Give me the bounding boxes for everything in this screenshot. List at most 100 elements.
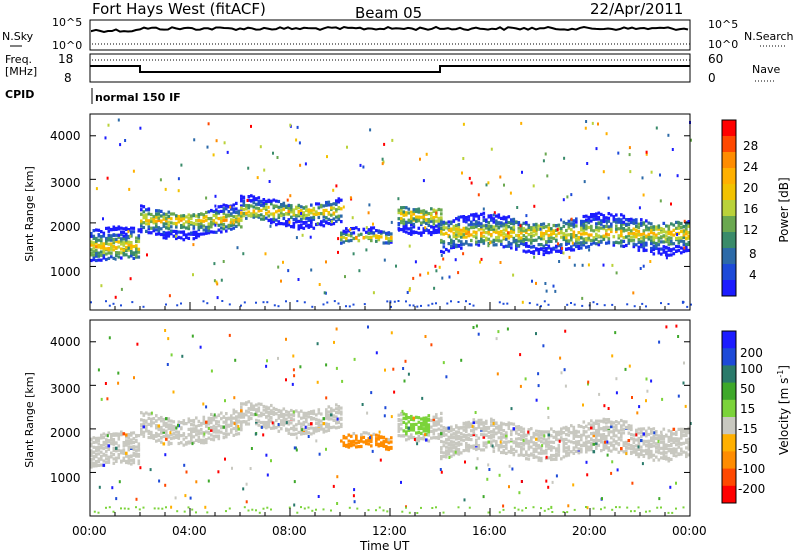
data-cell	[522, 453, 526, 457]
data-cell	[142, 216, 146, 220]
data-cell	[177, 430, 181, 434]
data-cell	[430, 232, 433, 237]
data-cell	[527, 447, 531, 451]
data-cell	[615, 224, 618, 228]
data-cell	[512, 427, 516, 431]
data-cell	[570, 228, 573, 232]
data-cell	[465, 427, 468, 432]
data-cell	[145, 222, 148, 226]
data-cell	[100, 230, 103, 234]
data-cell	[185, 233, 188, 237]
scatter-cell	[641, 176, 644, 180]
data-cell	[275, 218, 278, 222]
scatter-cell	[104, 382, 107, 385]
data-cell	[622, 239, 626, 243]
scatter-cell	[132, 169, 135, 173]
data-cell	[467, 443, 471, 447]
data-cell	[685, 438, 688, 442]
data-cell	[567, 239, 571, 243]
data-cell	[645, 448, 648, 452]
data-cell	[607, 237, 611, 241]
data-cell	[680, 433, 683, 437]
data-cell	[520, 448, 523, 452]
data-cell	[582, 237, 586, 241]
near-range-cell	[311, 509, 314, 512]
data-cell	[642, 244, 646, 248]
data-cell	[650, 228, 653, 232]
data-cell	[237, 419, 241, 423]
data-cell	[507, 424, 511, 428]
near-range-cell	[420, 304, 422, 307]
data-cell	[150, 434, 153, 438]
data-cell	[477, 418, 481, 422]
data-cell	[322, 218, 326, 222]
data-cell	[147, 231, 151, 235]
data-cell	[265, 216, 268, 220]
data-cell	[230, 414, 233, 418]
data-cell	[235, 428, 238, 433]
data-cell	[507, 450, 511, 454]
data-cell	[142, 422, 146, 426]
data-cell	[575, 220, 578, 224]
data-cell	[130, 250, 133, 254]
data-cell	[97, 233, 101, 237]
data-cell	[662, 447, 666, 451]
data-cell	[225, 225, 228, 229]
data-cell	[400, 219, 403, 223]
data-cell	[120, 233, 123, 237]
data-cell	[525, 242, 528, 246]
data-cell	[355, 445, 358, 449]
data-cell	[655, 227, 658, 231]
data-cell	[602, 234, 606, 238]
data-cell	[615, 220, 618, 224]
data-cell	[520, 451, 523, 456]
scatter-cell	[406, 291, 409, 294]
data-cell	[505, 440, 508, 444]
data-cell	[155, 414, 158, 418]
data-cell	[645, 224, 648, 228]
scatter-cell	[615, 271, 618, 275]
data-cell	[355, 434, 358, 438]
data-cell	[647, 452, 651, 456]
power-cbar-tick-4: 4	[749, 268, 757, 282]
data-cell	[102, 231, 106, 235]
data-cell	[445, 449, 448, 453]
data-cell	[327, 413, 331, 417]
scatter-cell	[642, 264, 645, 268]
data-cell	[90, 240, 93, 244]
scatter-cell	[641, 462, 644, 466]
data-cell	[667, 232, 671, 236]
data-cell	[125, 451, 128, 455]
scatter-cell	[516, 244, 519, 247]
scatter-cell	[658, 340, 661, 344]
near-range-cell	[112, 510, 115, 513]
data-cell	[482, 435, 486, 439]
data-cell	[460, 451, 463, 455]
data-cell	[325, 216, 328, 220]
data-cell	[595, 421, 598, 425]
data-cell	[602, 224, 606, 229]
data-cell	[587, 215, 591, 219]
data-cell	[607, 441, 611, 445]
data-cell	[200, 222, 203, 226]
data-cell	[172, 427, 176, 431]
time-tick-4: 04:00	[172, 524, 207, 538]
data-cell	[632, 447, 636, 451]
data-cell	[510, 448, 513, 452]
near-range-cell	[108, 506, 111, 509]
data-cell	[322, 215, 326, 219]
data-cell	[425, 218, 428, 222]
scatter-cell	[336, 475, 339, 479]
data-cell	[270, 416, 273, 420]
data-cell	[367, 442, 371, 446]
data-cell	[465, 421, 468, 425]
data-cell	[402, 412, 406, 416]
data-cell	[650, 225, 653, 230]
data-cell	[530, 445, 533, 449]
data-cell	[332, 217, 336, 221]
data-cell	[547, 236, 551, 241]
data-cell	[547, 251, 551, 255]
data-cell	[157, 226, 161, 230]
scatter-cell	[475, 466, 478, 470]
data-cell	[95, 452, 98, 456]
